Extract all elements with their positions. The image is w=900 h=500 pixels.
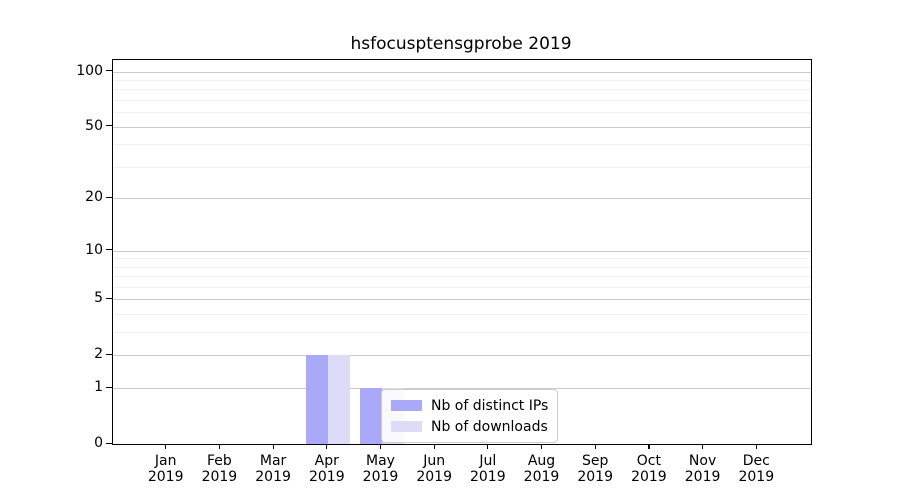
x-tick-year-sep: 2019 [577,469,613,485]
gridline-y-7 [113,276,811,278]
y-tick-mark-100 [106,70,112,72]
x-tick-mark-nov [702,444,704,449]
x-tick-month-jan: Jan [154,453,177,469]
legend-item-downloads: Nb of downloads [391,416,548,437]
x-tick-label-mar: Mar 2019 [241,453,305,485]
y-tick-label-2: 2 [94,346,103,363]
gridline-y-30 [113,166,811,168]
y-tick-mark-2 [106,353,112,356]
x-tick-year-jul: 2019 [469,469,506,485]
x-tick-mark-apr [326,444,328,449]
x-tick-mark-oct [648,444,650,449]
x-tick-year-oct: 2019 [631,469,667,485]
gridline-y-70 [113,100,811,101]
x-tick-label-jun: Jun 2019 [402,453,466,485]
x-tick-mark-may [379,444,382,449]
x-tick-label-oct: Oct 2019 [617,453,681,485]
x-tick-month-dec: Dec [742,453,770,469]
x-tick-label-may: May 2019 [349,453,413,485]
legend: Nb of distinct IPs Nb of downloads [381,389,559,443]
legend-label-downloads: Nb of downloads [431,418,548,435]
x-tick-label-jan: Jan 2019 [134,453,198,485]
y-tick-mark-1 [106,386,112,388]
x-tick-year-may: 2019 [362,469,399,485]
x-tick-label-sep: Sep 2019 [563,453,627,485]
bar-nb-of-distinct-ips-may [359,388,382,444]
x-tick-month-apr: Apr [314,453,339,469]
y-tick-mark-5 [106,297,112,300]
x-tick-label-nov: Nov 2019 [671,453,735,485]
y-tick-label-1: 1 [94,379,103,396]
x-tick-mark-jan [165,444,167,449]
gridline-y-10 [113,250,811,252]
gridline-y-6 [113,287,811,288]
legend-swatch-downloads [391,421,422,432]
y-tick-label-5: 5 [94,290,103,307]
x-tick-year-apr: 2019 [308,469,345,485]
x-tick-month-nov: Nov [688,453,717,469]
x-tick-mark-dec [755,444,757,449]
chart-title: hsfocusptensgprobe 2019 [350,34,572,54]
x-tick-label-feb: Feb 2019 [187,453,251,485]
legend-label-distinct-ips: Nb of distinct IPs [431,397,549,414]
y-tick-mark-50 [106,125,112,127]
x-tick-month-oct: Oct [636,453,661,469]
legend-item-distinct-ips: Nb of distinct IPs [391,395,548,416]
x-tick-label-aug: Aug 2019 [510,453,574,485]
gridline-y-1 [113,388,811,390]
x-tick-month-may: May [366,453,395,469]
x-tick-mark-aug [540,444,543,449]
x-tick-label-jul: Jul 2019 [456,453,520,485]
x-tick-year-mar: 2019 [255,469,291,485]
y-tick-label-10: 10 [85,241,103,258]
gridline-y-100 [113,71,811,73]
y-tick-mark-0 [106,442,112,444]
bar-nb-of-downloads-apr [327,355,350,444]
x-tick-month-sep: Sep [581,453,609,469]
gridline-y-8 [113,266,811,268]
gridline-y-20 [113,198,811,200]
x-tick-mark-jul [487,444,489,449]
gridline-y-40 [113,144,811,146]
x-tick-year-dec: 2019 [738,469,775,485]
y-tick-mark-20 [106,196,112,199]
x-tick-year-jun: 2019 [416,469,452,485]
x-tick-year-nov: 2019 [684,469,721,485]
gridline-y-4 [113,314,811,316]
x-tick-year-aug: 2019 [523,469,560,485]
x-tick-label-dec: Dec 2019 [724,453,788,485]
x-tick-month-jun: Jun [423,453,446,469]
y-tick-label-100: 100 [76,62,103,79]
y-tick-label-20: 20 [85,189,103,206]
gridline-y-5 [113,299,811,301]
x-tick-month-mar: Mar [259,453,287,469]
gridline-y-80 [113,89,811,91]
legend-swatch-distinct-ips [391,400,422,411]
y-tick-label-50: 50 [85,117,103,134]
x-tick-year-jan: 2019 [147,469,184,485]
bar-nb-of-distinct-ips-apr [305,355,328,444]
plot-area: Nb of distinct IPs Nb of downloads [112,59,812,445]
x-tick-label-apr: Apr 2019 [295,453,359,485]
gridline-y-9 [113,258,811,260]
gridline-y-90 [113,80,811,81]
gridline-y-50 [113,126,811,128]
gridline-y-60 [113,112,811,114]
x-tick-mark-jun [433,444,435,449]
x-tick-year-feb: 2019 [201,469,238,485]
x-tick-mark-feb [218,444,221,449]
x-tick-mark-mar [272,444,274,449]
x-tick-month-feb: Feb [206,453,232,469]
x-tick-mark-sep [594,444,596,449]
x-tick-month-aug: Aug [527,453,556,469]
y-tick-label-0: 0 [94,435,103,451]
gridline-y-3 [113,332,811,334]
y-tick-mark-10 [106,249,112,251]
gridline-y-2 [113,355,811,357]
x-tick-month-jul: Jul [479,453,497,469]
